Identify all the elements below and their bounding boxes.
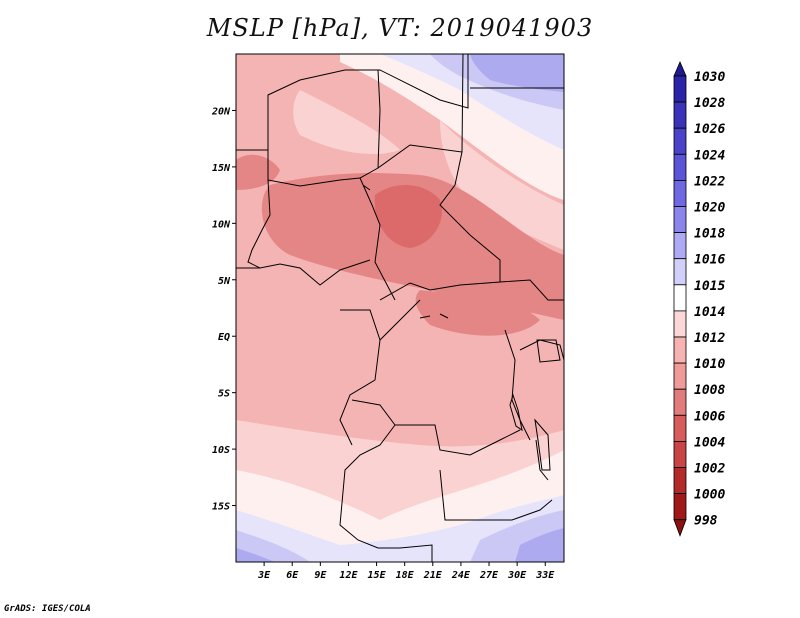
colorbar-label: 1008 bbox=[694, 383, 725, 398]
colorbar-label: 1002 bbox=[694, 462, 725, 477]
colorbar-swatch bbox=[673, 75, 687, 103]
colorbar-label: 1018 bbox=[694, 227, 725, 242]
field-west-1006 bbox=[236, 154, 280, 190]
map-frame bbox=[235, 53, 565, 563]
colorbar-label: 1030 bbox=[694, 70, 725, 85]
colorbar-label: 1026 bbox=[694, 122, 725, 137]
colorbar-swatch bbox=[673, 258, 687, 286]
field-north-1018 bbox=[470, 54, 564, 92]
colorbar-label: 1000 bbox=[694, 488, 725, 503]
colorbar-swatch bbox=[673, 179, 687, 207]
colorbar-label: 1012 bbox=[694, 331, 725, 346]
colorbar-swatch bbox=[673, 206, 687, 234]
colorbar-label: 1016 bbox=[694, 253, 725, 268]
colorbar-swatch bbox=[673, 153, 687, 181]
colorbar-label: 1014 bbox=[694, 305, 725, 320]
lat-tick-label: 5N bbox=[218, 276, 231, 287]
lon-tick-label: 6E bbox=[286, 570, 299, 581]
lat-tick-label: 15S bbox=[212, 502, 230, 513]
country-borders bbox=[236, 54, 564, 562]
colorbar-top-arrow bbox=[673, 60, 687, 77]
lon-tick-label: 30E bbox=[507, 570, 527, 581]
lat-tick-label: 15N bbox=[212, 163, 231, 174]
colorbar-label: 1028 bbox=[694, 96, 725, 111]
field-west-1012 bbox=[293, 90, 400, 155]
colorbar-bottom-arrow bbox=[673, 519, 687, 537]
longitude-axis: 3E 6E 9E 12E 15E 18E 21E 24E 27E 30E 33E bbox=[257, 562, 555, 581]
colorbar-swatch bbox=[673, 310, 687, 338]
colorbar-swatch bbox=[673, 493, 687, 521]
lon-tick-label: 33E bbox=[535, 570, 555, 581]
lon-tick-label: 12E bbox=[339, 570, 358, 581]
lakes bbox=[362, 184, 561, 471]
colorbar-swatch bbox=[673, 414, 687, 442]
colorbar-swatch bbox=[673, 232, 687, 260]
colorbar-swatch bbox=[673, 467, 687, 495]
lon-tick-label: 24E bbox=[451, 570, 471, 581]
lon-tick-label: 27E bbox=[479, 570, 499, 581]
field-east-1012 bbox=[440, 120, 564, 250]
field-congo-1006 bbox=[415, 290, 540, 336]
colorbar-label: 1006 bbox=[694, 409, 725, 424]
colorbar: 1030 1028 1026 1024 1022 1020 1018 1016 1015 1014… bbox=[673, 60, 725, 537]
credit-text: GrADS: IGES/COLA bbox=[4, 604, 91, 614]
lat-tick-label: 10S bbox=[212, 445, 230, 456]
lon-tick-label: 21E bbox=[423, 570, 443, 581]
colorbar-label: 1015 bbox=[694, 279, 725, 294]
colorbar-swatch bbox=[673, 440, 687, 468]
colorbar-label: 1010 bbox=[694, 357, 725, 372]
lon-tick-label: 9E bbox=[314, 570, 327, 581]
colorbar-swatch bbox=[673, 284, 687, 312]
colorbar-swatch bbox=[673, 336, 687, 364]
lon-tick-label: 3E bbox=[257, 570, 271, 581]
lat-tick-label: 10N bbox=[212, 219, 231, 230]
colorbar-swatch bbox=[673, 362, 687, 390]
lat-tick-label: 20N bbox=[211, 106, 231, 117]
field-central-1004 bbox=[374, 184, 443, 248]
lat-tick-label: 5S bbox=[218, 389, 230, 400]
colorbar-label: 998 bbox=[694, 514, 718, 529]
pressure-field bbox=[236, 54, 564, 562]
field-south-1018 bbox=[236, 528, 564, 562]
field-south-1016 bbox=[236, 510, 564, 562]
chart-title: MSLP [hPa], VT: 2019041903 bbox=[206, 14, 594, 42]
colorbar-label: 1024 bbox=[694, 148, 725, 163]
colorbar-label: 1004 bbox=[694, 435, 725, 450]
colorbar-label: 1022 bbox=[694, 174, 725, 189]
lat-tick-label: EQ bbox=[218, 332, 230, 343]
colorbar-label: 1020 bbox=[694, 201, 725, 216]
latitude-axis: 20N 15N 10N 5N EQ 5S 10S 15S bbox=[211, 106, 236, 513]
colorbar-swatch bbox=[673, 127, 687, 155]
lon-tick-label: 18E bbox=[396, 570, 415, 581]
lon-tick-label: 15E bbox=[368, 570, 387, 581]
colorbar-swatch bbox=[673, 388, 687, 416]
colorbar-swatch bbox=[673, 101, 687, 129]
